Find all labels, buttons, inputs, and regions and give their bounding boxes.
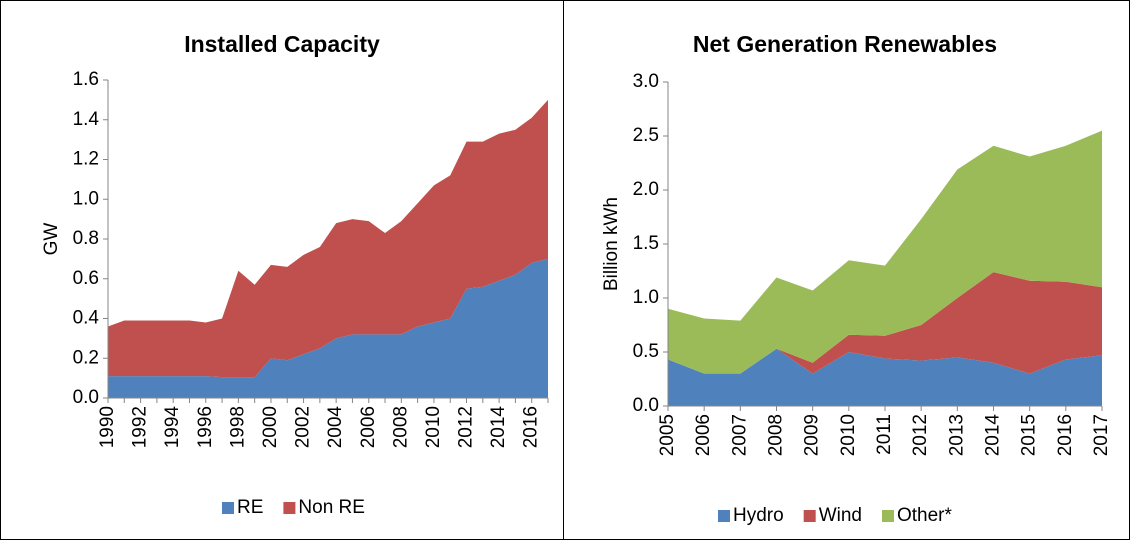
y-tick-label: 0.0: [633, 395, 659, 416]
y-tick-label: 1.4: [73, 109, 100, 130]
x-tick-label: 2016: [521, 406, 542, 448]
y-tick-label: 1.5: [633, 233, 659, 254]
x-tick-label: 2014: [488, 406, 509, 449]
legend-label: Hydro: [733, 505, 784, 526]
y-tick-label: 1.0: [73, 188, 99, 209]
x-tick-label: 2010: [423, 406, 444, 448]
x-tick-label: 1990: [97, 406, 118, 448]
x-tick-label: 2013: [946, 414, 967, 456]
x-tick-label: 1998: [227, 406, 248, 448]
x-tick-label: 2009: [802, 414, 823, 456]
x-tick-label: 2002: [293, 406, 314, 448]
y-tick-label: 0.4: [73, 308, 100, 329]
y-tick-label: 2.0: [633, 179, 659, 200]
x-tick-label: 2014: [983, 414, 1004, 457]
y-tick-label: 0.6: [73, 268, 99, 289]
area: [668, 130, 1102, 374]
chart-title: Net Generation Renewables: [693, 31, 997, 57]
area: [108, 258, 548, 398]
x-tick-label: 2008: [390, 406, 411, 448]
legend-swatch: [881, 510, 894, 522]
x-tick-label: 2010: [838, 414, 859, 456]
legend-label: Non RE: [298, 497, 365, 518]
legend-swatch: [222, 502, 234, 514]
y-tick-label: 3.0: [633, 71, 659, 92]
x-tick-label: 2015: [1019, 414, 1040, 456]
x-tick-label: 2012: [910, 414, 931, 456]
x-tick-label: 2006: [693, 414, 714, 456]
x-tick-label: 2016: [1055, 414, 1076, 456]
legend-label: Other*: [897, 505, 953, 526]
y-axis-label: GW: [41, 223, 62, 256]
y-axis-label: Billion kWh: [601, 197, 622, 291]
x-tick-label: 2000: [260, 406, 281, 448]
area: [668, 348, 1102, 406]
legend-swatch: [718, 510, 730, 522]
area: [668, 272, 1102, 374]
legend-label: Wind: [819, 505, 862, 526]
y-tick-label: 0.0: [73, 387, 99, 408]
x-tick-label: 2007: [729, 414, 750, 456]
y-tick-label: 0.5: [633, 341, 659, 362]
x-tick-label: 2006: [358, 406, 379, 448]
y-tick-label: 1.2: [73, 149, 99, 170]
x-tick-label: 1992: [130, 406, 151, 448]
x-tick-label: 1994: [162, 406, 183, 449]
y-tick-label: 0.2: [73, 347, 99, 368]
x-tick-label: 1996: [195, 406, 216, 448]
legend-swatch: [283, 502, 296, 514]
legend-label: RE: [237, 497, 263, 518]
x-tick-label: 2008: [766, 414, 787, 456]
legend-swatch: [803, 510, 816, 522]
y-tick-label: 0.8: [73, 228, 99, 249]
x-tick-label: 2011: [874, 414, 895, 455]
x-tick-label: 2012: [456, 406, 477, 448]
x-tick-label: 2005: [657, 414, 678, 456]
y-tick-label: 1.0: [633, 287, 659, 308]
y-tick-label: 1.6: [73, 69, 99, 90]
x-tick-label: 2004: [325, 406, 346, 449]
chart-title: Installed Capacity: [184, 31, 380, 57]
area: [108, 99, 548, 378]
x-tick-label: 2017: [1091, 414, 1112, 456]
y-tick-label: 2.5: [633, 125, 659, 146]
